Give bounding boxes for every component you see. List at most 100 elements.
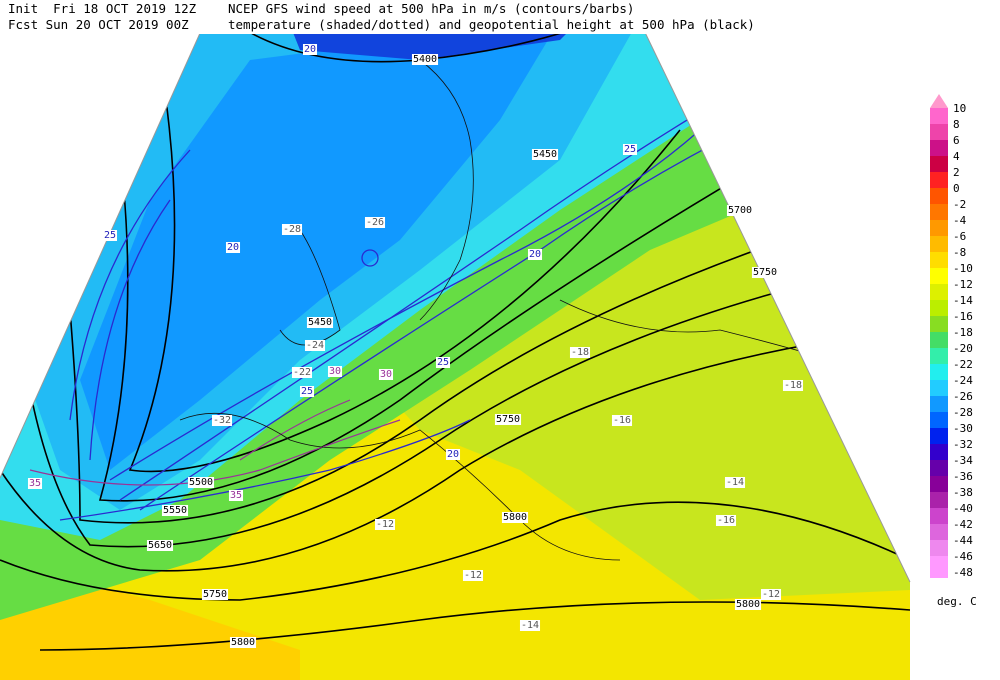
colorbar-label: 0: [953, 182, 960, 195]
colorbar-label: -42: [953, 518, 973, 531]
contour-label-bg: [411, 54, 439, 65]
contour-label-bg: [27, 478, 43, 489]
contour-label: 20: [304, 44, 316, 55]
contour-label: -24: [306, 340, 324, 351]
colorbar-box: [930, 508, 948, 524]
contour-label-bg: [622, 144, 638, 155]
title-line1: NCEP GFS wind speed at 500 hPa in m/s (c…: [228, 1, 634, 16]
colorbar-box: [930, 364, 948, 380]
colorbar-label: -30: [953, 422, 973, 435]
colorbar-label: -22: [953, 358, 973, 371]
contour-label-bg: [228, 490, 244, 501]
colorbar-box: [930, 412, 948, 428]
colorbar-box: [930, 204, 948, 220]
wind-contours-strong: [29, 399, 401, 486]
contour-label: 30: [329, 366, 341, 377]
contour-label-bg: [445, 449, 461, 460]
contour-label: -32: [213, 415, 231, 426]
contour-label-bg: [146, 540, 174, 551]
contour-label-bg: [304, 340, 326, 351]
contour-label: -12: [762, 589, 780, 600]
contour-label-bg: [201, 589, 229, 600]
colorbar-label: -18: [953, 326, 973, 339]
map-area: [0, 8, 910, 680]
colorbar-label: -4: [953, 214, 967, 227]
colorbar-box: [930, 380, 948, 396]
colorbar-label: -14: [953, 294, 973, 307]
contour-label-bg: [281, 224, 303, 235]
contour-label-bg: [225, 242, 241, 253]
colorbar-last: [930, 572, 948, 578]
contour-label: -12: [464, 570, 482, 581]
colorbar-label: -6: [953, 230, 966, 243]
colorbar-box: [930, 556, 948, 572]
contour-label-bg: [299, 386, 315, 397]
contour-label: -22: [293, 367, 311, 378]
shade-blue: [80, 20, 560, 470]
contour-label-bg: [374, 519, 396, 530]
wind-contours: [59, 99, 761, 521]
contour-label-bg: [211, 415, 233, 426]
contour-labels: 5400 5450 5450 5500 5550 5650 5700 5750 5750 5750…: [27, 44, 804, 648]
contour-label-bg: [364, 217, 386, 228]
colorbar-box: [930, 428, 948, 444]
contour-label: 5500: [189, 477, 213, 488]
contour-label: -14: [726, 477, 744, 488]
colorbar-label: -28: [953, 406, 973, 419]
contour-label-bg: [494, 414, 522, 425]
contour-label-bg: [611, 415, 633, 426]
colorbar-label: -48: [953, 566, 973, 579]
contour-label-bg: [724, 477, 746, 488]
colorbar-units: deg. C: [937, 595, 977, 608]
contour-label-bg: [527, 249, 543, 260]
contour-label-bg: [569, 347, 591, 358]
contour-label: 5750: [753, 267, 777, 278]
contour-label: 30: [380, 369, 392, 380]
colorbar-label: -34: [953, 454, 973, 467]
colorbar-label: 8: [953, 118, 960, 131]
colorbar-label: -38: [953, 486, 973, 499]
contour-label: 25: [624, 144, 636, 155]
colorbar-label: -46: [953, 550, 973, 563]
contour-label: -26: [366, 217, 384, 228]
colorbar-box: [930, 316, 948, 332]
colorbar-box: [930, 172, 948, 188]
colorbar-label: -40: [953, 502, 973, 515]
contour-label: 25: [301, 386, 313, 397]
contour-label: 5800: [736, 599, 760, 610]
contour-label: -28: [283, 224, 301, 235]
contour-label: -16: [613, 415, 631, 426]
contour-label: 20: [447, 449, 459, 460]
colorbar-label: -36: [953, 470, 973, 483]
contour-label: 35: [230, 490, 242, 501]
colorbar-box: [930, 348, 948, 364]
contour-label: -16: [717, 515, 735, 526]
contour-label-bg: [187, 477, 215, 488]
colorbar-label: -20: [953, 342, 973, 355]
contour-label-bg: [229, 637, 257, 648]
contour-label: 20: [529, 249, 541, 260]
colorbar-label: -12: [953, 278, 973, 291]
contour-label: 5450: [308, 317, 332, 328]
colorbar-label: -2: [953, 198, 966, 211]
colorbar-box: [930, 220, 948, 236]
contour-label-bg: [102, 230, 118, 241]
colorbar-label: -24: [953, 374, 973, 387]
contour-label: -14: [521, 620, 539, 631]
forecast-time: Fcst Sun 20 OCT 2019 00Z: [8, 17, 189, 32]
contour-label-bg: [306, 317, 334, 328]
contour-label: 5700: [728, 205, 752, 216]
colorbar-box: [930, 332, 948, 348]
contour-label-bg: [501, 512, 529, 523]
colorbar-box: [930, 396, 948, 412]
colorbar-label: -16: [953, 310, 973, 323]
contour-label: 35: [29, 478, 41, 489]
colorbar-label: -10: [953, 262, 973, 275]
header-bg: [0, 0, 760, 34]
colorbar-box: [930, 124, 948, 140]
contour-label-bg: [161, 505, 189, 516]
contour-label-bg: [327, 366, 343, 377]
colorbar-label: -8: [953, 246, 966, 259]
colorbar-label: -44: [953, 534, 973, 547]
